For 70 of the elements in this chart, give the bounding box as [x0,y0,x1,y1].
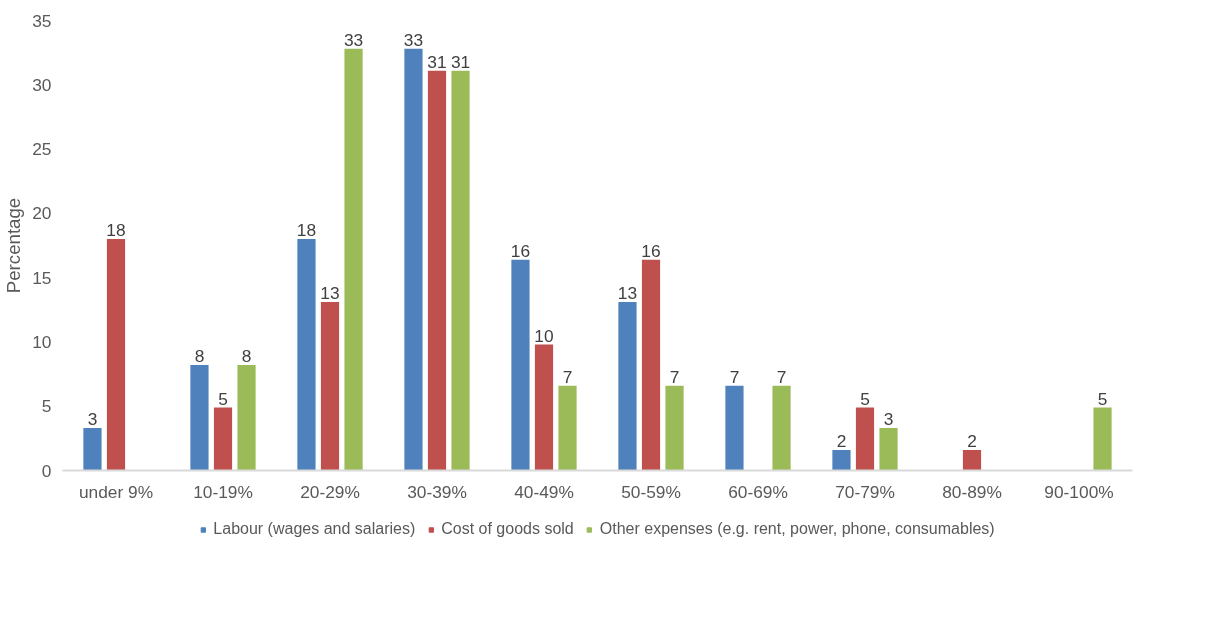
y-tick-label: 25 [32,139,52,160]
bar [511,259,530,471]
bar [618,302,637,471]
y-tick-label: 35 [32,10,52,31]
bar [237,365,256,471]
bar [855,407,875,471]
data-label: 18 [296,220,317,241]
bar [879,428,898,471]
x-tick-label: 60-69% [728,481,788,502]
x-tick-label: 70-79% [835,481,895,502]
data-label: 8 [194,346,205,367]
y-tick-label: 20 [32,203,52,224]
x-tick-label: 80-89% [942,481,1002,502]
bar [213,407,233,471]
bar [106,239,126,471]
data-label: 16 [510,240,531,261]
bar [404,48,423,471]
data-label: 7 [562,366,573,387]
bar [558,385,577,471]
bar [451,70,470,471]
x-tick-label: 30-39% [407,481,467,502]
data-label: 3 [883,409,894,430]
bar [297,239,316,471]
bar [427,70,447,471]
data-label: 2 [836,430,847,451]
bar [534,344,554,471]
y-tick-label: 10 [32,331,52,352]
data-label: 5 [218,388,228,409]
bar [641,259,661,471]
data-label: 7 [669,366,680,387]
x-tick-label: 20-29% [300,481,360,502]
data-label: 5 [860,388,870,409]
bar [665,385,684,471]
data-label: 7 [729,366,740,387]
bar [1093,407,1112,471]
bar [320,302,340,471]
data-label: 8 [241,346,252,367]
data-label: 7 [776,366,787,387]
data-label: 31 [450,51,471,72]
bar [190,365,209,471]
data-label: 18 [106,220,126,241]
x-tick-label: 50-59% [621,481,681,502]
bar [725,385,744,471]
data-label: 10 [534,325,554,346]
y-tick-label: 30 [32,74,52,95]
y-tick-label: 5 [41,396,52,417]
bar [832,449,851,471]
legend-label: Other expenses (e.g. rent, power, phone, consumables) [599,520,995,538]
legend-label: Labour (wages and salaries) [213,520,416,538]
data-label: 5 [1097,388,1108,409]
y-axis-title: Percentage [3,197,25,294]
data-label: 33 [343,29,364,50]
x-tick-label: 90-100% [1044,481,1114,502]
data-label: 31 [427,51,447,72]
data-label: 13 [617,283,638,304]
data-label: 13 [320,283,340,304]
bar [962,449,982,471]
data-label: 33 [403,29,424,50]
legend-label: Cost of goods sold [441,520,574,538]
x-tick-label: under 9% [78,481,154,502]
data-label: 16 [641,240,661,261]
y-tick-label: 15 [32,267,52,288]
data-label: 2 [967,430,977,451]
data-label: 3 [87,409,98,430]
bar [344,48,363,471]
y-tick-label: 0 [41,460,52,481]
bar [83,428,102,471]
x-tick-label: 40-49% [514,481,574,502]
x-tick-label: 10-19% [193,481,253,502]
bar [772,385,791,471]
